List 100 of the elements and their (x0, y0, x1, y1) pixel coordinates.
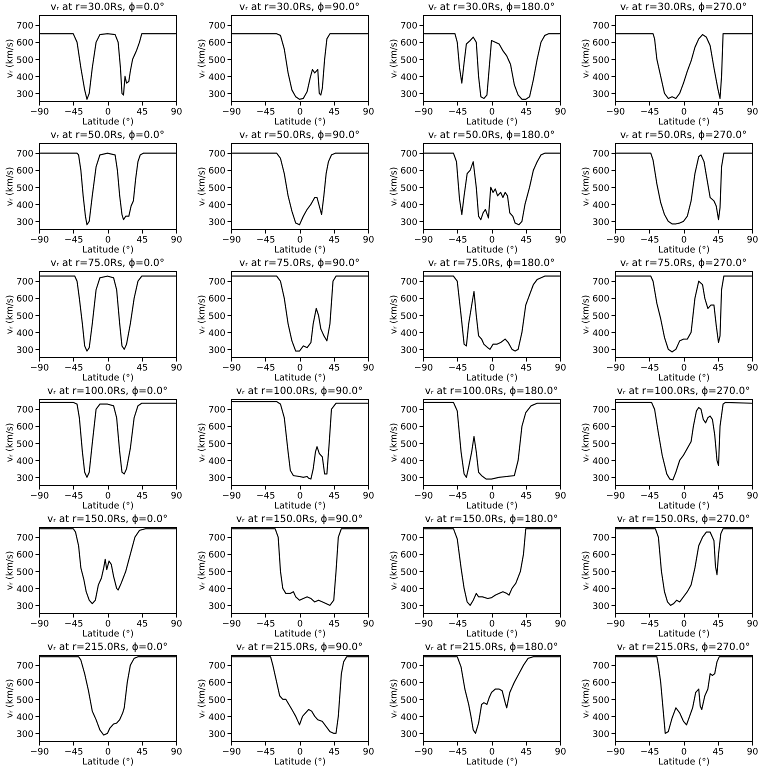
y-axis-title: vᵣ (km/s) (389, 294, 400, 334)
y-tick-label: 400 (592, 200, 610, 211)
y-tick-label: 400 (208, 72, 226, 83)
y-axis-title: vᵣ (km/s) (5, 294, 16, 334)
y-tick-label: 600 (208, 550, 226, 561)
y-axis-title: vᵣ (km/s) (581, 422, 592, 462)
x-axis-title: Latitude (°) (82, 502, 134, 512)
y-tick-label: 600 (208, 294, 226, 305)
x-axis-title: Latitude (°) (466, 630, 518, 640)
y-tick-label: 400 (400, 328, 418, 339)
chart-title: vᵣ at r=150.0Rs, ϕ=90.0° (236, 514, 363, 525)
y-axis-title: vᵣ (km/s) (197, 678, 208, 718)
x-tick-label: 0 (297, 236, 304, 246)
y-tick-label: 400 (16, 200, 34, 211)
y-tick-label: 600 (400, 678, 418, 689)
x-tick-label: −45 (64, 748, 84, 758)
x-tick-label: −90 (414, 620, 434, 630)
x-tick-label: 45 (328, 492, 340, 502)
x-tick-label: 45 (712, 236, 724, 246)
y-tick-label: 500 (592, 568, 610, 578)
x-tick-label: 0 (681, 620, 688, 630)
y-tick-label: 400 (16, 328, 34, 339)
x-tick-label: 90 (746, 236, 758, 246)
x-tick-label: 90 (746, 492, 758, 502)
x-axis-title: Latitude (°) (658, 246, 710, 256)
x-tick-label: 0 (489, 108, 496, 118)
x-tick-label: −90 (30, 364, 50, 374)
y-tick-label: 500 (208, 56, 226, 66)
y-tick-label: 300 (400, 346, 418, 356)
y-tick-label: 700 (16, 406, 34, 416)
chart-title: vᵣ at r=100.0Rs, ϕ=180.0° (424, 386, 558, 397)
y-tick-label: 600 (592, 38, 610, 49)
x-tick-label: −90 (606, 492, 626, 502)
x-tick-label: −45 (64, 236, 84, 246)
x-tick-label: 0 (681, 748, 688, 758)
y-tick-label: 600 (208, 166, 226, 177)
y-tick-label: 300 (400, 730, 418, 740)
x-tick-label: 0 (681, 236, 688, 246)
y-tick-label: 700 (16, 534, 34, 544)
chart-title: vᵣ at r=30.0Rs, ϕ=0.0° (50, 2, 165, 13)
y-tick-label: 400 (592, 712, 610, 723)
chart-title: vᵣ at r=75.0Rs, ϕ=180.0° (428, 258, 555, 269)
x-axis-title: Latitude (°) (466, 758, 518, 768)
x-tick-label: 0 (105, 108, 112, 118)
x-tick-label: 90 (362, 364, 374, 374)
y-tick-label: 300 (208, 90, 226, 100)
y-tick-label: 600 (592, 294, 610, 305)
x-tick-label: 0 (105, 748, 112, 758)
y-tick-label: 600 (592, 166, 610, 177)
x-tick-label: −90 (414, 748, 434, 758)
y-tick-label: 500 (400, 696, 418, 706)
x-tick-label: 90 (362, 620, 374, 630)
y-tick-label: 600 (16, 422, 34, 433)
chart-title: vᵣ at r=75.0Rs, ϕ=90.0° (239, 258, 360, 269)
x-tick-label: 45 (520, 492, 532, 502)
x-tick-label: 0 (105, 236, 112, 246)
x-tick-label: 45 (520, 236, 532, 246)
y-tick-label: 500 (208, 184, 226, 194)
x-tick-label: −90 (222, 236, 242, 246)
y-axis-title: vᵣ (km/s) (197, 38, 208, 78)
y-axis-title: vᵣ (km/s) (197, 294, 208, 334)
x-tick-label: −90 (30, 748, 50, 758)
y-tick-label: 600 (400, 294, 418, 305)
y-tick-label: 600 (16, 294, 34, 305)
x-tick-label: 0 (681, 364, 688, 374)
y-tick-label: 600 (16, 38, 34, 49)
y-tick-label: 400 (16, 72, 34, 83)
y-tick-label: 700 (208, 150, 226, 160)
y-tick-label: 700 (592, 22, 610, 32)
y-tick-label: 400 (400, 200, 418, 211)
y-axis-title: vᵣ (km/s) (581, 294, 592, 334)
x-tick-label: −45 (256, 108, 276, 118)
y-axis-title: vᵣ (km/s) (389, 166, 400, 206)
x-tick-label: 45 (712, 364, 724, 374)
x-tick-label: −45 (640, 236, 660, 246)
y-tick-label: 600 (592, 422, 610, 433)
x-tick-label: −45 (256, 748, 276, 758)
y-tick-label: 400 (208, 328, 226, 339)
y-tick-label: 600 (400, 422, 418, 433)
chart-title: vᵣ at r=215.0Rs, ϕ=0.0° (47, 642, 168, 653)
x-tick-label: −90 (606, 748, 626, 758)
y-tick-label: 500 (16, 440, 34, 450)
x-tick-label: 0 (297, 492, 304, 502)
x-tick-label: −90 (606, 108, 626, 118)
x-tick-label: −45 (256, 364, 276, 374)
y-axis-title: vᵣ (km/s) (581, 166, 592, 206)
x-tick-label: 45 (712, 620, 724, 630)
x-tick-label: −90 (606, 364, 626, 374)
x-tick-label: 45 (136, 236, 148, 246)
y-tick-label: 300 (400, 602, 418, 612)
y-tick-label: 300 (16, 346, 34, 356)
y-tick-label: 300 (592, 602, 610, 612)
y-tick-label: 400 (208, 200, 226, 211)
x-tick-label: −45 (64, 620, 84, 630)
y-tick-label: 700 (592, 662, 610, 672)
x-tick-label: 90 (170, 364, 182, 374)
x-axis-title: Latitude (°) (274, 374, 326, 384)
x-tick-label: 45 (136, 108, 148, 118)
y-tick-label: 700 (400, 406, 418, 416)
x-tick-label: 45 (136, 492, 148, 502)
